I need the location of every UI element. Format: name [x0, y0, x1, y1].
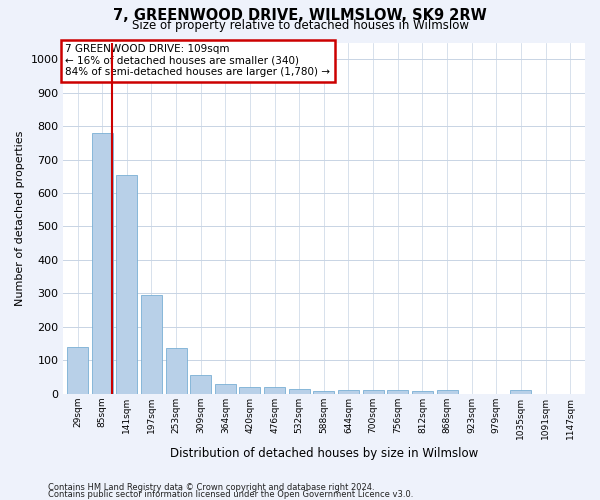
Text: Contains public sector information licensed under the Open Government Licence v3: Contains public sector information licen…	[48, 490, 413, 499]
Bar	[239, 387, 260, 394]
Bar	[362, 390, 383, 394]
Bar	[190, 376, 211, 394]
X-axis label: Distribution of detached houses by size in Wilmslow: Distribution of detached houses by size …	[170, 447, 478, 460]
Bar	[412, 391, 433, 394]
Text: Size of property relative to detached houses in Wilmslow: Size of property relative to detached ho…	[131, 18, 469, 32]
Text: 7 GREENWOOD DRIVE: 109sqm
← 16% of detached houses are smaller (340)
84% of semi: 7 GREENWOOD DRIVE: 109sqm ← 16% of detac…	[65, 44, 331, 78]
Y-axis label: Number of detached properties: Number of detached properties	[15, 130, 25, 306]
Bar	[511, 390, 532, 394]
Bar	[437, 390, 458, 394]
Bar	[67, 347, 88, 394]
Bar	[264, 387, 285, 394]
Bar	[338, 390, 359, 394]
Bar	[387, 390, 408, 394]
Bar	[215, 384, 236, 394]
Text: 7, GREENWOOD DRIVE, WILMSLOW, SK9 2RW: 7, GREENWOOD DRIVE, WILMSLOW, SK9 2RW	[113, 8, 487, 24]
Text: Contains HM Land Registry data © Crown copyright and database right 2024.: Contains HM Land Registry data © Crown c…	[48, 483, 374, 492]
Bar	[141, 295, 162, 394]
Bar	[116, 174, 137, 394]
Bar	[313, 391, 334, 394]
Bar	[166, 348, 187, 394]
Bar	[289, 389, 310, 394]
Bar	[92, 133, 113, 394]
